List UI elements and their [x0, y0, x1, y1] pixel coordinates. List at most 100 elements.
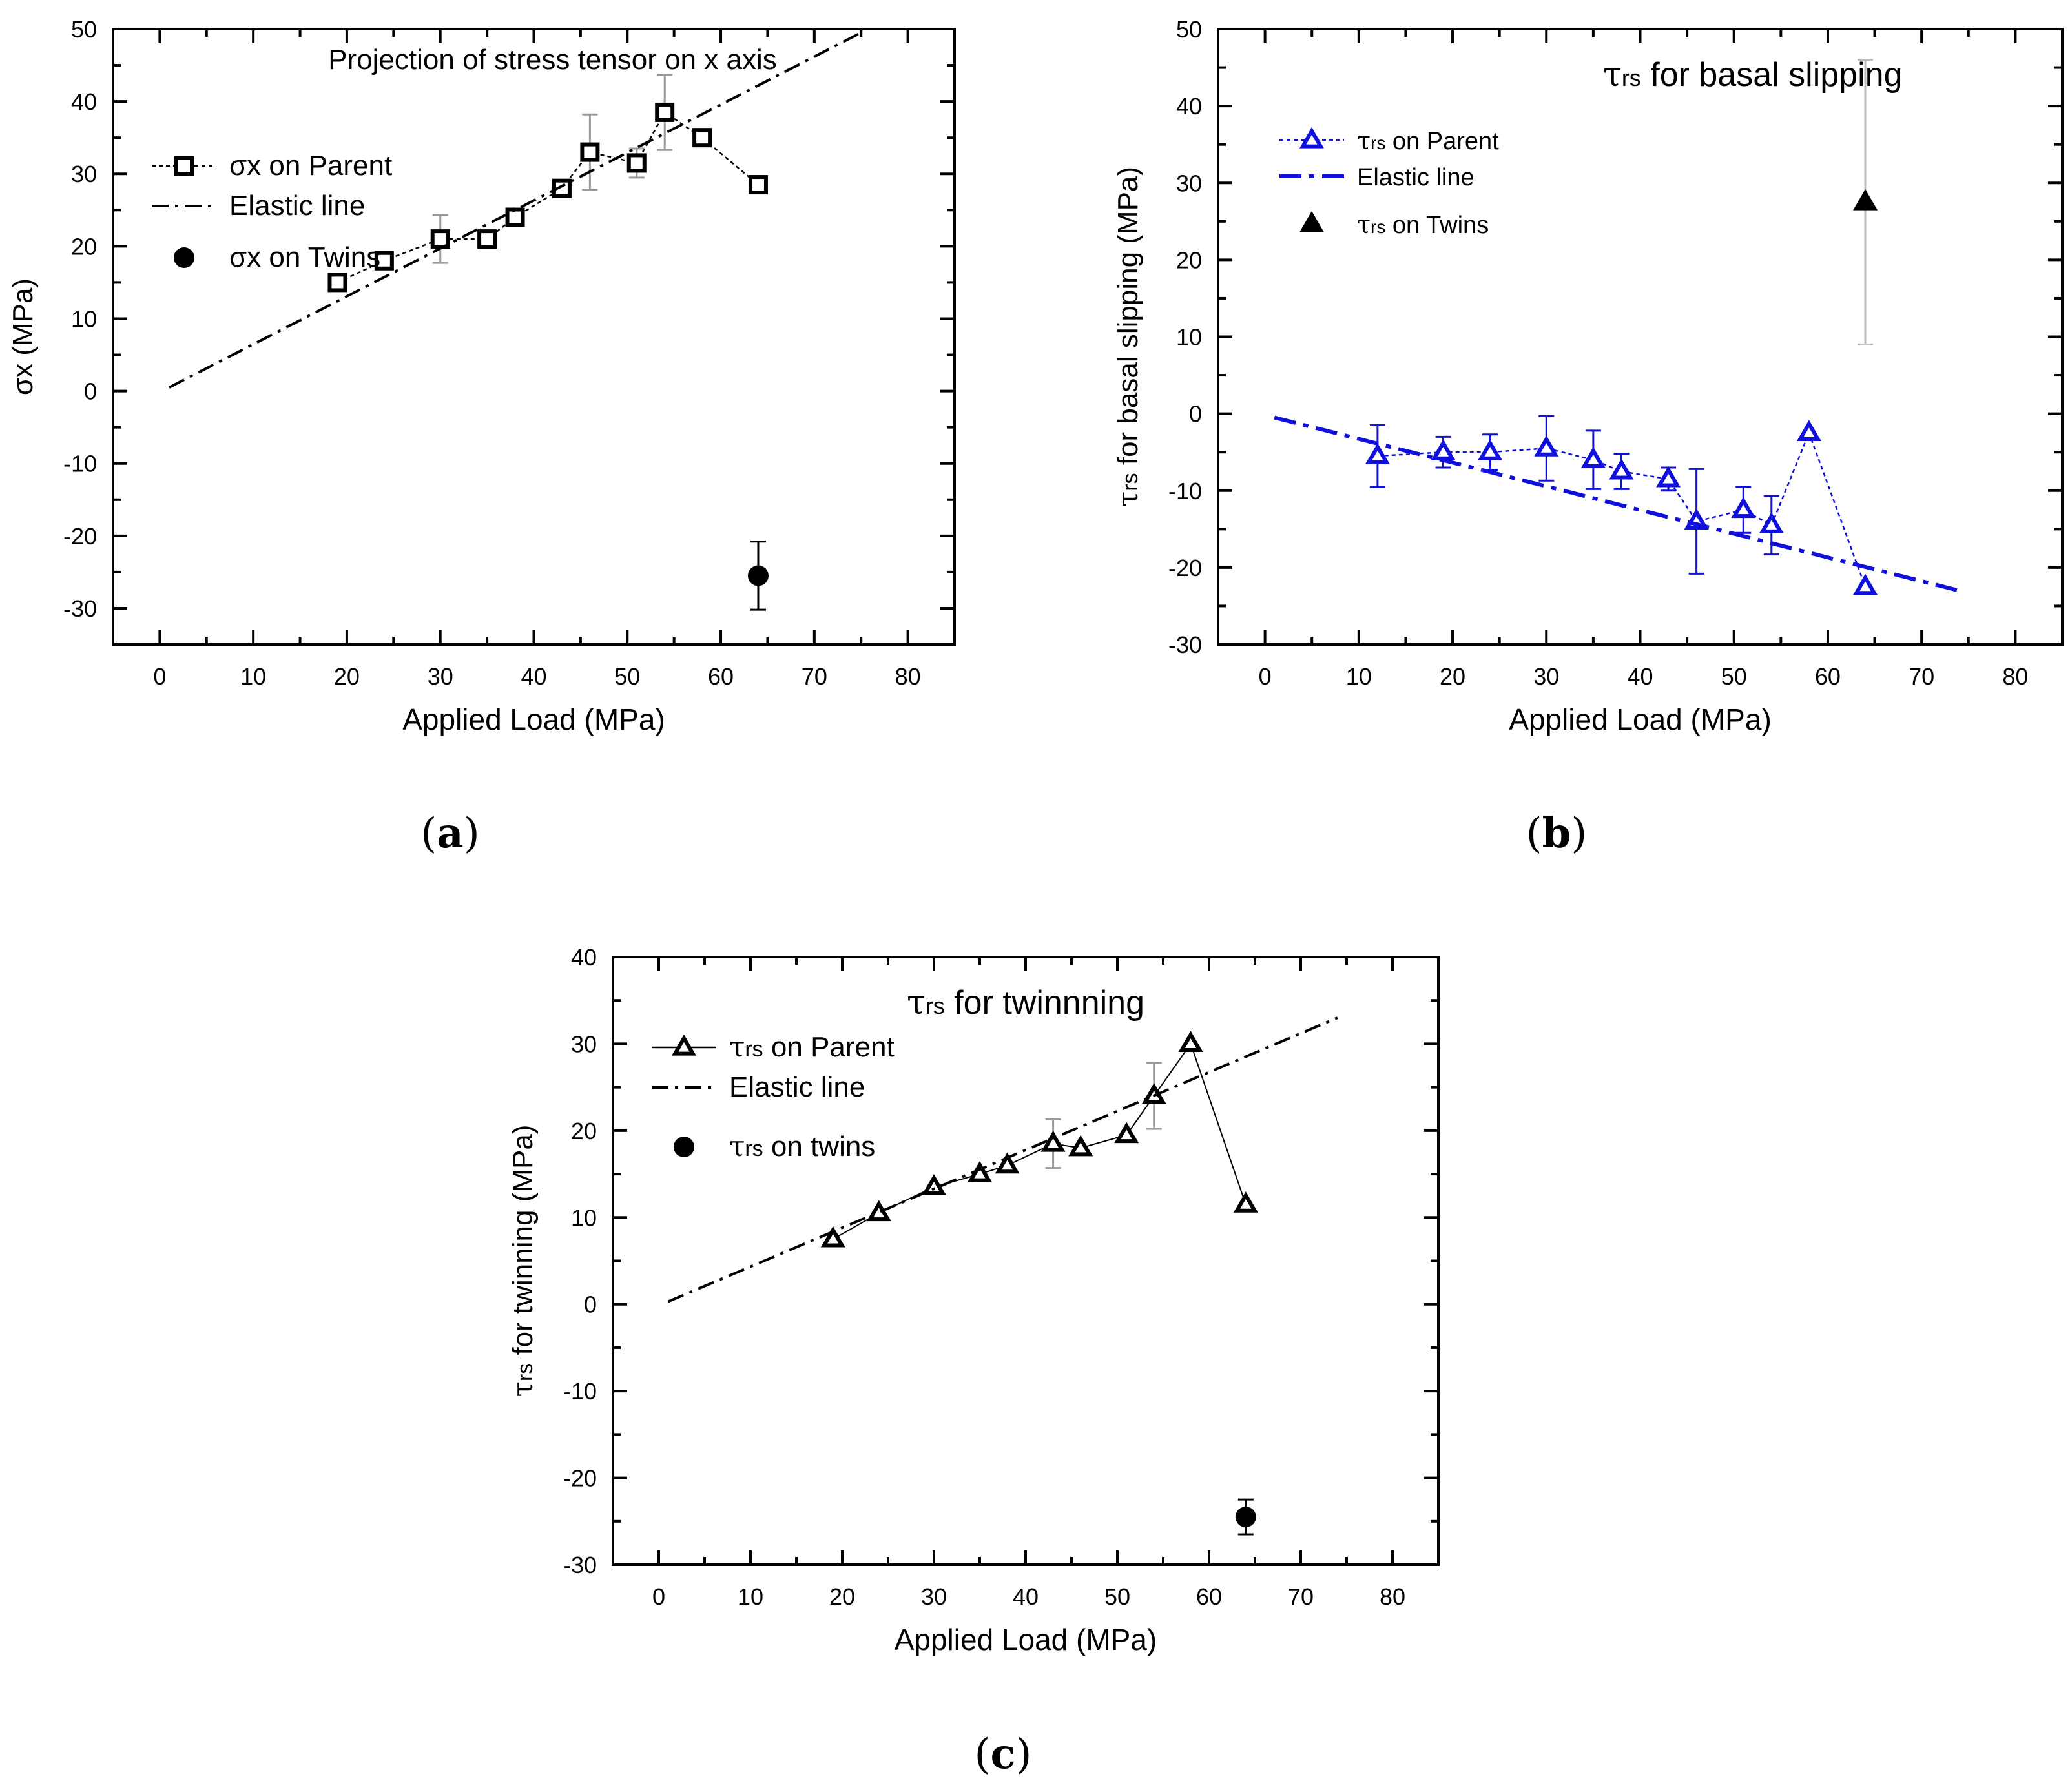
y-tick-label: -10	[63, 451, 97, 477]
y-tick-label: 0	[84, 378, 97, 405]
y-tick-label: 30	[71, 161, 97, 187]
legend-label: τrs on Parent	[1357, 127, 1499, 155]
y-tick-label: 30	[571, 1031, 597, 1057]
chart-title: τrs for basal slipping	[1603, 56, 1902, 94]
x-tick-label: 0	[153, 663, 166, 690]
x-tick-label: 20	[829, 1583, 855, 1610]
legend-marker	[674, 1137, 694, 1157]
data-point	[1731, 497, 1756, 519]
x-tick-label: 10	[738, 1583, 763, 1610]
elastic-line	[1274, 415, 1960, 593]
x-axis-label: Applied Load (MPa)	[895, 1623, 1157, 1656]
data-point	[1853, 573, 1878, 595]
legend-label: σx on Parent	[229, 150, 392, 181]
y-tick-label: 20	[71, 233, 97, 260]
series-twins	[747, 541, 769, 611]
data-point	[1853, 189, 1878, 211]
data-point	[477, 229, 497, 249]
y-tick-label: -30	[63, 595, 97, 622]
x-tick-label: 30	[428, 663, 453, 690]
x-tick-label: 50	[1721, 663, 1747, 690]
x-tick-label: 50	[614, 663, 640, 690]
x-tick-label: 10	[240, 663, 266, 690]
chart-panel-c: 0 10 20 30 40 50 60 70 80 -30 -20 -10 0 10 20 30 40 Appli…	[506, 944, 1440, 1778]
legend-label: Elastic line	[729, 1071, 865, 1103]
legend: τrs on Parent Elastic line τrs on Twins	[1279, 127, 1499, 239]
data-point	[626, 153, 647, 173]
chart-title: τrs for twinnning	[907, 984, 1144, 1022]
data-point	[580, 142, 600, 162]
legend-label: τrs on Twins	[1357, 211, 1489, 239]
y-tick-label: 50	[71, 16, 97, 43]
y-tick-label: -10	[563, 1378, 597, 1405]
data-point	[820, 1226, 845, 1248]
y-tick-label: 20	[571, 1118, 597, 1144]
y-tick-label: 10	[571, 1204, 597, 1231]
data-point	[1796, 420, 1821, 441]
x-tick-label: 70	[1288, 1583, 1314, 1610]
y-axis-label: τrs for basal slipping (MPa)	[1112, 167, 1144, 507]
data-point	[1233, 1191, 1258, 1213]
data-point	[1178, 1031, 1203, 1053]
data-point	[374, 251, 394, 271]
legend-marker	[174, 156, 194, 176]
x-tick-label: 60	[1815, 663, 1841, 690]
y-tick-label: 0	[584, 1292, 597, 1318]
series-twins	[1235, 1498, 1256, 1536]
data-point	[505, 207, 525, 227]
legend-marker	[174, 247, 194, 268]
legend-marker	[1299, 127, 1325, 149]
series-elastic	[667, 1016, 1338, 1303]
x-tick-label: 80	[1380, 1583, 1405, 1610]
data-point	[1580, 446, 1606, 468]
data-point	[1478, 439, 1503, 460]
legend-marker	[671, 1034, 697, 1056]
legend: σx on Parent Elastic line σx on Twins	[152, 150, 392, 273]
y-tick-label: 50	[1176, 16, 1202, 43]
y-tick-label: 20	[1176, 247, 1202, 273]
x-tick-label: 20	[334, 663, 360, 690]
y-tick-label: 40	[1176, 93, 1202, 119]
data-point	[1040, 1130, 1066, 1152]
y-axis-label: τrs for twinning (MPa)	[506, 1125, 539, 1397]
data-point	[995, 1152, 1020, 1174]
data-point	[1114, 1122, 1139, 1144]
series-line	[1377, 430, 1867, 588]
legend-marker	[1299, 211, 1325, 232]
x-tick-label: 60	[708, 663, 734, 690]
x-tick-label: 50	[1104, 1583, 1130, 1610]
x-tick-label: 10	[1346, 663, 1372, 690]
data-point	[1609, 458, 1634, 480]
y-tick-label: 40	[571, 944, 597, 971]
x-tick-label: 80	[895, 663, 921, 690]
y-tick-label: 30	[1176, 170, 1202, 196]
data-point	[1759, 512, 1784, 533]
chart-title: Projection of stress tensor on x axis	[328, 44, 777, 76]
x-axis-label: Applied Load (MPa)	[1509, 703, 1772, 736]
legend-label: Elastic line	[1357, 164, 1475, 191]
x-tick-label: 40	[1013, 1583, 1039, 1610]
data-point	[1068, 1135, 1093, 1157]
x-tick-label: 40	[521, 663, 546, 690]
data-point	[1365, 443, 1390, 464]
legend: τrs on Parent Elastic line τrs on twins	[652, 1031, 895, 1163]
x-tick-label: 20	[1440, 663, 1465, 690]
series-twins	[1853, 59, 1878, 345]
data-point	[552, 178, 572, 198]
y-tick-label: -30	[563, 1552, 597, 1578]
chart-panel-a: 0 10 20 30 40 50 60 70 80 -30 -20 -10 0 10 20 30 40 50 App…	[7, 16, 956, 858]
data-point	[748, 175, 768, 195]
y-tick-label: -20	[563, 1465, 597, 1492]
y-tick-label: -30	[1168, 632, 1202, 658]
legend-label: Elastic line	[229, 190, 365, 221]
data-point	[1534, 435, 1559, 457]
data-point	[747, 565, 769, 586]
x-tick-label: 30	[1533, 663, 1559, 690]
panel-caption: (c)	[975, 1730, 1032, 1778]
data-point	[655, 102, 675, 122]
elastic-line	[667, 1016, 1338, 1303]
x-tick-label: 70	[802, 663, 827, 690]
y-tick-label: 40	[71, 88, 97, 115]
panel-caption: (b)	[1526, 809, 1588, 858]
data-point	[692, 128, 712, 148]
